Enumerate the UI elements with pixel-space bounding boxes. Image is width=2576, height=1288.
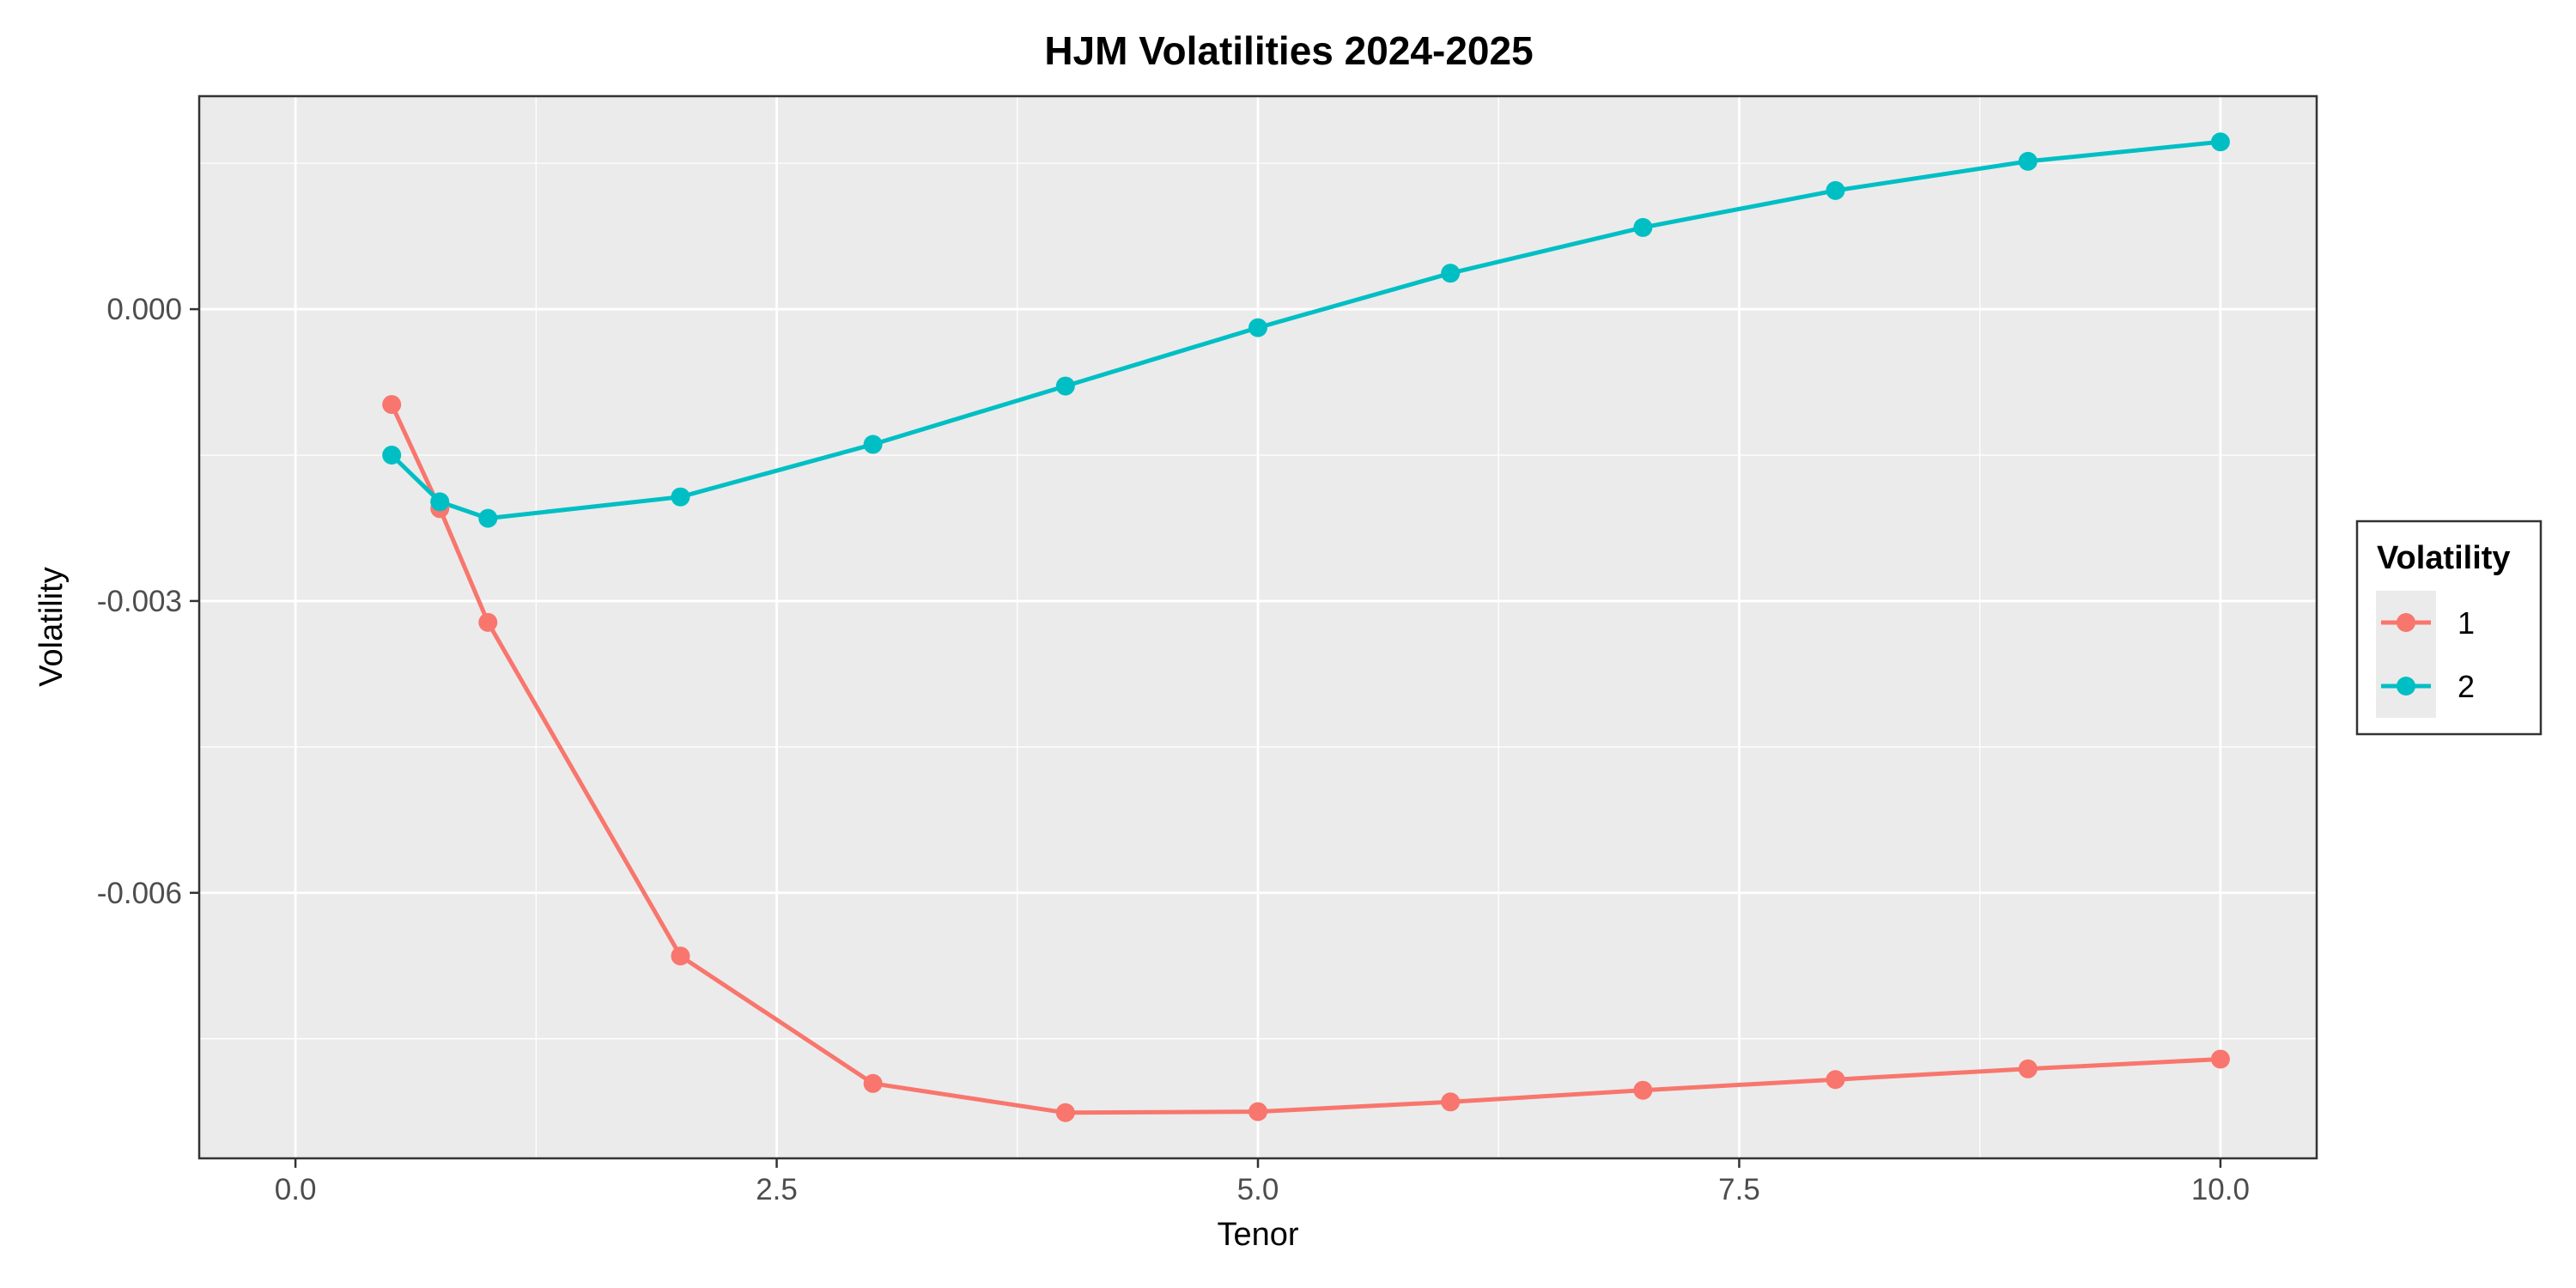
series-1-point xyxy=(2210,1049,2230,1069)
series-2-point xyxy=(863,434,883,454)
series-1-point xyxy=(1055,1103,1075,1122)
legend-label-2: 2 xyxy=(2458,669,2475,704)
x-tick-label: 10.0 xyxy=(2191,1173,2250,1206)
x-tick-label: 0.0 xyxy=(275,1173,317,1206)
chart-title: HJM Volatilities 2024-2025 xyxy=(1044,28,1533,73)
legend-title: Volatility xyxy=(2377,540,2511,576)
series-2-point xyxy=(430,492,450,512)
series-2-point xyxy=(478,508,498,528)
y-axis: -0.006 -0.003 0.000 xyxy=(97,293,199,910)
legend-key-point xyxy=(2397,613,2415,632)
series-1-point xyxy=(863,1073,883,1093)
series-1-point xyxy=(478,612,498,632)
series-1-point xyxy=(671,946,690,966)
x-axis: 0.0 2.5 5.0 7.5 10.0 xyxy=(275,1158,2250,1206)
series-1-point xyxy=(1633,1080,1653,1100)
series-1-point xyxy=(1249,1102,1267,1121)
series-1-point xyxy=(1826,1070,1845,1090)
y-axis-title: Volatility xyxy=(33,567,70,686)
legend-key-point xyxy=(2397,677,2415,696)
series-2-point xyxy=(1441,264,1461,283)
series-2-point xyxy=(2210,132,2230,152)
series-1-point xyxy=(382,395,402,415)
series-2-point xyxy=(382,445,402,465)
y-tick-label: -0.003 xyxy=(97,585,182,618)
series-2-point xyxy=(671,487,690,507)
y-tick-label: -0.006 xyxy=(97,877,182,910)
series-layer xyxy=(382,132,2230,1122)
series-2-point xyxy=(1249,318,1267,337)
series-2-point xyxy=(1055,376,1075,396)
x-tick-label: 7.5 xyxy=(1718,1173,1760,1206)
series-1-line xyxy=(389,402,2223,1115)
x-tick-label: 5.0 xyxy=(1237,1173,1279,1206)
series-1-point xyxy=(2018,1059,2038,1078)
series-1-point xyxy=(1441,1092,1461,1112)
y-tick-label: 0.000 xyxy=(106,293,182,326)
x-axis-title: Tenor xyxy=(1217,1217,1298,1253)
series-2-point xyxy=(1633,217,1653,237)
legend-label-1: 1 xyxy=(2458,605,2475,641)
grid-major xyxy=(199,96,2317,1158)
x-tick-label: 2.5 xyxy=(756,1173,798,1206)
series-2-point xyxy=(1826,180,1845,200)
legend: Volatility 1 2 xyxy=(2355,519,2543,736)
series-2-point xyxy=(2018,151,2038,171)
